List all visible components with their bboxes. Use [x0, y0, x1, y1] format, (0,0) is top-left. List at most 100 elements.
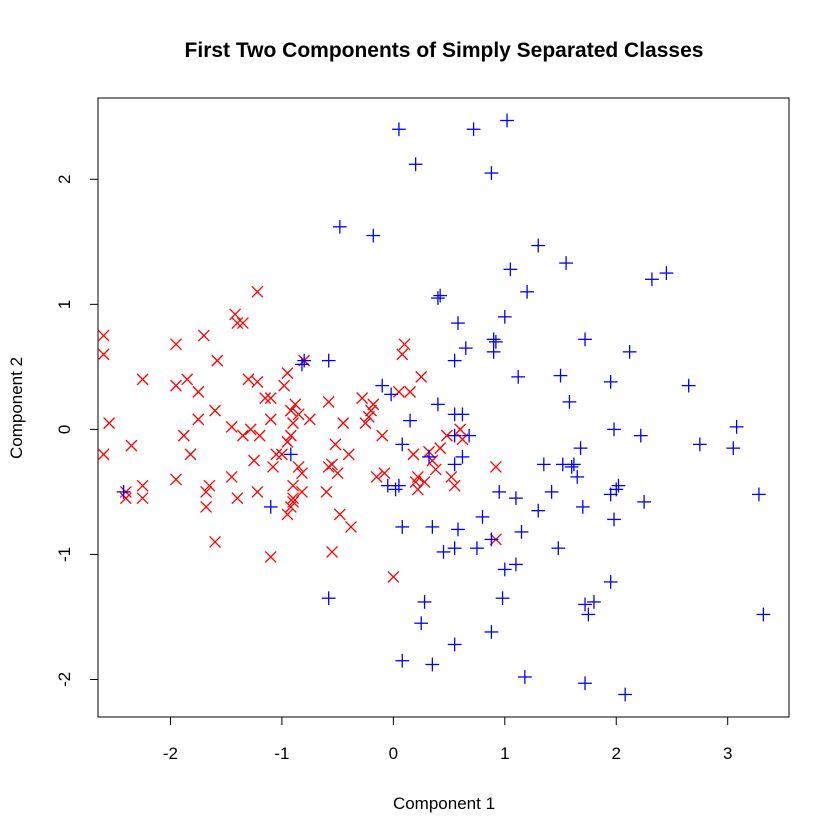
plus-marker [414, 616, 429, 631]
cross-marker [136, 479, 149, 492]
cross-marker [342, 448, 355, 461]
plus-marker [462, 428, 477, 443]
cross-marker [303, 413, 316, 426]
plus-marker [509, 557, 523, 572]
cross-marker [97, 329, 110, 342]
plus-marker [536, 457, 551, 472]
plus-marker [447, 353, 462, 368]
cross-marker [289, 398, 302, 411]
cross-marker [170, 338, 182, 351]
cross-marker [253, 429, 266, 442]
cross-marker [225, 470, 238, 483]
cross-marker [356, 392, 369, 405]
cross-marker [281, 367, 294, 380]
x-tick-label: 2 [612, 744, 621, 763]
plus-marker [562, 394, 577, 409]
cross-marker [244, 423, 257, 436]
cross-marker [326, 458, 339, 471]
plus-marker [392, 122, 406, 137]
plus-marker [403, 413, 417, 428]
plus-marker [575, 500, 590, 514]
plus-marker [633, 428, 648, 443]
plus-marker [466, 122, 481, 137]
plus-marker [392, 478, 406, 493]
plus-marker [431, 397, 445, 412]
plus-marker [578, 332, 592, 347]
cross-marker [119, 492, 132, 505]
cross-marker [333, 508, 346, 521]
cross-marker [407, 448, 420, 461]
plus-marker [395, 520, 410, 534]
cross-marker [192, 385, 205, 398]
cross-marker [284, 404, 297, 417]
plus-marker [756, 607, 771, 622]
plus-marker [451, 316, 465, 330]
cross-marker [229, 308, 242, 321]
plus-marker [321, 353, 336, 368]
x-axis-label: Component 1 [393, 794, 495, 813]
plus-marker [564, 460, 579, 474]
plus-marker [578, 676, 592, 691]
plus-marker [531, 238, 546, 253]
cross-marker [184, 448, 197, 461]
cross-marker [267, 460, 279, 473]
cross-marker [259, 392, 272, 405]
plus-marker [486, 332, 501, 347]
cross-marker [97, 448, 110, 461]
cross-marker [203, 479, 216, 492]
plus-marker [578, 597, 592, 612]
plus-marker [514, 525, 529, 539]
plus-marker [436, 545, 451, 559]
plus-marker [408, 157, 423, 172]
cross-marker [251, 285, 264, 298]
y-tick-label: 0 [55, 425, 74, 434]
plus-marker [295, 357, 309, 372]
y-tick-label: 1 [55, 300, 74, 309]
cross-marker [287, 417, 299, 430]
plus-marker [517, 670, 532, 684]
cross-marker [392, 385, 405, 398]
plus-marker [366, 228, 381, 243]
cross-marker [454, 423, 467, 436]
plus-marker [500, 113, 514, 128]
cross-marker [200, 485, 213, 498]
plus-marker [433, 288, 448, 303]
cross-marker [337, 417, 350, 430]
cross-marker [418, 475, 431, 488]
plus-marker [484, 532, 499, 547]
cross-marker [264, 550, 277, 563]
cross-marker [251, 375, 264, 388]
plus-marker [581, 607, 596, 622]
cross-marker [231, 492, 244, 505]
cross-marker [367, 398, 380, 411]
plus-marker [297, 353, 312, 368]
plus-marker [116, 485, 131, 499]
plus-marker [395, 653, 410, 668]
cross-marker [440, 429, 453, 442]
cross-marker [264, 413, 277, 426]
cross-marker [136, 492, 149, 505]
cross-marker [331, 467, 344, 480]
plus-marker [458, 341, 473, 355]
cross-marker [295, 485, 308, 498]
x-tick-label: 3 [723, 744, 732, 763]
plus-marker [492, 485, 507, 499]
cross-marker [97, 348, 110, 361]
plus-marker [609, 482, 624, 497]
plus-marker [447, 428, 462, 443]
plus-marker [603, 374, 618, 389]
plus-marker [509, 491, 523, 506]
x-tick-label: 0 [389, 744, 398, 763]
cross-marker [292, 460, 305, 473]
plus-marker [484, 625, 499, 639]
cross-marker [170, 379, 182, 392]
plus-marker [497, 309, 512, 324]
cross-marker [292, 408, 305, 421]
cross-marker [209, 404, 221, 417]
cross-marker [404, 385, 417, 398]
plus-marker [321, 591, 336, 606]
plus-marker [726, 441, 741, 456]
cross-marker [429, 463, 442, 476]
x-tick-label: -2 [163, 744, 178, 763]
x-tick-label: 1 [500, 744, 509, 763]
